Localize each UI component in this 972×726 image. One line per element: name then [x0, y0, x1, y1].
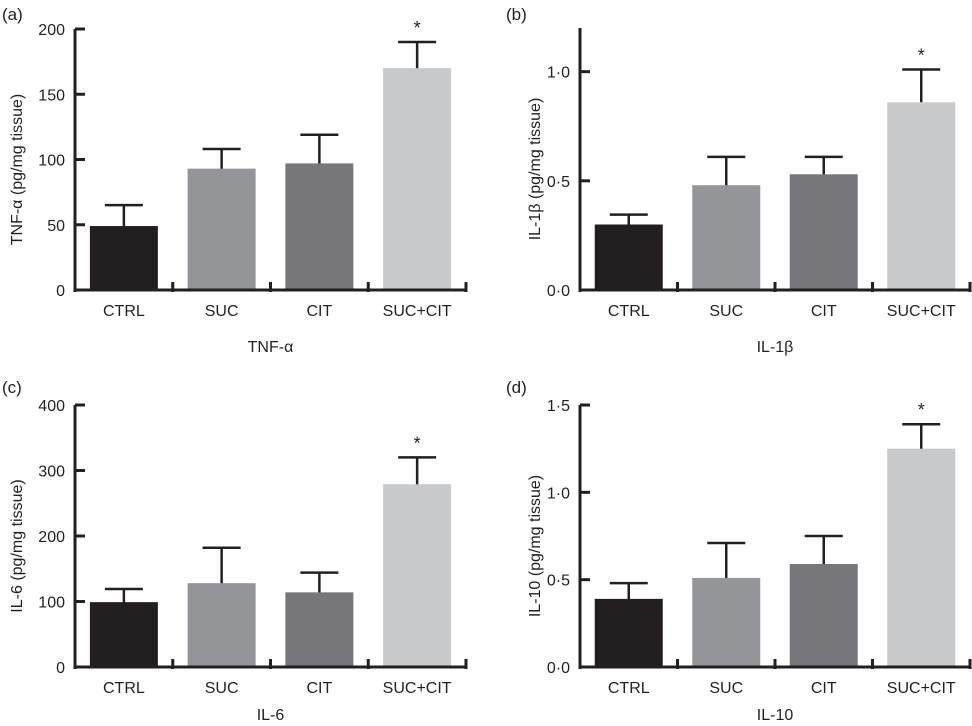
bar-suc-cit [887, 102, 956, 289]
panel-3: (c) 0 100 200 300 400 CTRL SUC CIT SUC+CIT * IL-6 IL… [2, 378, 468, 724]
y-tick-label: 0·0 [547, 283, 570, 300]
bar-suc-cit [383, 68, 452, 289]
significance-marker: * [414, 433, 421, 453]
x-tick-label: CIT [306, 303, 332, 320]
x-tick-label: CIT [811, 680, 837, 697]
bar-suc [187, 168, 256, 289]
bar-ctrl [594, 598, 663, 666]
y-tick-label: 150 [38, 87, 65, 104]
y-tick-label: 200 [38, 529, 65, 546]
x-tick-label: CTRL [608, 680, 650, 697]
y-tick-label: 0 [56, 283, 65, 300]
y-axis-label: IL-10 (pg/mg tissue) [527, 475, 544, 617]
y-tick-label: 100 [38, 595, 65, 612]
x-tick-label: CIT [306, 680, 332, 697]
x-tick-label: SUC [205, 680, 239, 697]
y-tick-label: 400 [38, 398, 65, 415]
y-tick-label: 0·5 [547, 174, 570, 191]
panel-label: (c) [2, 378, 22, 397]
bar-cit [285, 163, 354, 289]
panel-label: (d) [506, 378, 527, 397]
x-axis-label: IL-1β [757, 339, 794, 356]
y-axis-label: IL-6 (pg/mg tissue) [9, 479, 26, 612]
significance-marker: * [918, 400, 925, 420]
bar-cit [789, 563, 858, 666]
bar-suc [692, 577, 761, 666]
bar-cit [285, 592, 354, 666]
x-tick-label: SUC [709, 303, 743, 320]
y-tick-label: 1·0 [547, 65, 570, 82]
x-axis-label: IL-10 [757, 707, 794, 724]
x-tick-label: CIT [811, 303, 837, 320]
panel-label: (a) [2, 5, 23, 24]
y-axis-label: TNF-α (pg/mg tissue) [9, 94, 26, 246]
significance-marker: * [414, 18, 421, 38]
x-tick-label: CTRL [608, 303, 650, 320]
x-tick-label: SUC+CIT [383, 680, 452, 697]
y-tick-label: 0·5 [547, 573, 570, 590]
bar-cit [789, 174, 858, 289]
y-tick-label: 50 [47, 218, 65, 235]
bar-suc [692, 185, 761, 289]
significance-marker: * [918, 45, 925, 65]
x-axis-label: TNF-α [248, 339, 294, 356]
x-tick-label: CTRL [103, 680, 145, 697]
x-tick-label: SUC+CIT [383, 303, 452, 320]
y-tick-label: 300 [38, 464, 65, 481]
x-tick-label: SUC+CIT [887, 303, 956, 320]
y-tick-label: 1·0 [547, 485, 570, 502]
bar-suc-cit [383, 484, 452, 666]
x-axis-label: IL-6 [257, 707, 285, 724]
bar-ctrl [594, 224, 663, 289]
panel-2: (b) 0·0 0·5 1·0 CTRL SUC CIT SUC+CIT * IL-1β IL-1β… [506, 5, 972, 356]
y-tick-label: 100 [38, 153, 65, 170]
y-tick-label: 200 [38, 22, 65, 39]
x-tick-label: SUC+CIT [887, 680, 956, 697]
panel-4: (d) 0·0 0·5 1·0 1·5 CTRL SUC CIT SUC+CIT * IL-10 IL… [506, 378, 972, 724]
panel-1: (a) 0 50 100 150 200 CTRL SUC CIT SUC+CIT * TNF-α TN… [2, 5, 468, 356]
x-tick-label: CTRL [103, 303, 145, 320]
bar-ctrl [89, 602, 158, 666]
bar-ctrl [89, 226, 158, 289]
x-tick-label: SUC [205, 303, 239, 320]
y-axis-label: IL-1β (pg/mg tissue) [527, 98, 544, 241]
y-tick-label: 0 [56, 660, 65, 677]
y-tick-label: 0·0 [547, 660, 570, 677]
bar-suc-cit [887, 448, 956, 666]
panel-label: (b) [506, 5, 527, 24]
y-tick-label: 1·5 [547, 398, 570, 415]
bar-suc [187, 583, 256, 666]
x-tick-label: SUC [709, 680, 743, 697]
